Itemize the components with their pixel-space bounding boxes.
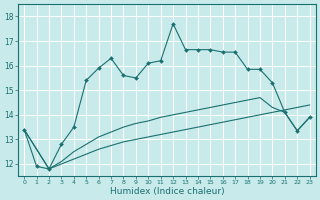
X-axis label: Humidex (Indice chaleur): Humidex (Indice chaleur)	[109, 187, 224, 196]
